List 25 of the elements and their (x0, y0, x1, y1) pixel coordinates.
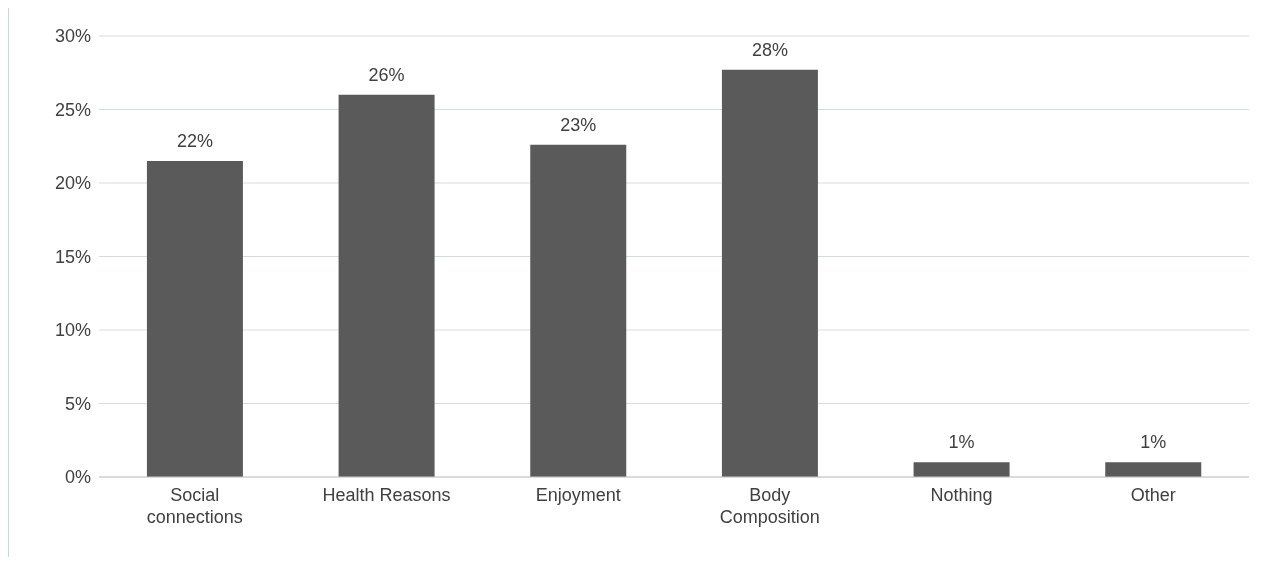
bar (146, 160, 243, 477)
y-tick-label: 15% (54, 246, 91, 267)
x-tick-label: Enjoyment (535, 485, 621, 505)
x-tick-label: Body Composition (719, 485, 820, 527)
data-label: 28% (751, 39, 788, 60)
x-tick-label: Nothing (930, 485, 993, 505)
y-tick-label: 25% (54, 99, 91, 120)
data-label: 26% (368, 64, 405, 85)
x-tick-label: Social connections (146, 485, 243, 527)
bar (721, 69, 818, 477)
data-label: 1% (1140, 432, 1167, 453)
x-tick-label: Other (1130, 485, 1176, 505)
data-label: 1% (948, 432, 975, 453)
bar (1105, 462, 1202, 477)
bar (913, 462, 1010, 477)
x-tick-label: Health Reasons (322, 485, 451, 505)
y-tick-label: 10% (54, 320, 91, 341)
y-tick-label: 30% (54, 26, 91, 47)
data-label: 22% (176, 130, 213, 151)
bar (530, 144, 627, 477)
y-tick-label: 0% (64, 467, 91, 488)
bar (338, 94, 435, 477)
y-tick-label: 20% (54, 173, 91, 194)
y-tick-label: 5% (64, 393, 91, 414)
data-label: 23% (560, 114, 597, 135)
